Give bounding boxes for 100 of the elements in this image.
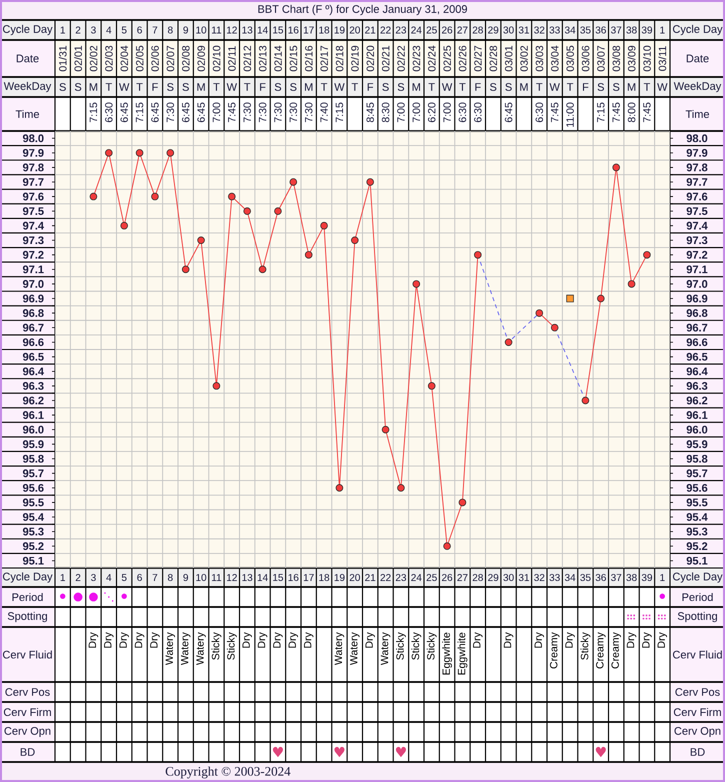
text: Dry [365, 632, 375, 648]
text: ♥ [396, 746, 406, 758]
x-tick-label: 6 [137, 26, 142, 34]
x-tick-label: 13 [242, 574, 252, 582]
x-tick-label: 18 [319, 574, 330, 582]
text: 6:30 [105, 102, 113, 122]
text: S [613, 83, 620, 91]
text: W [442, 83, 452, 91]
x-tick-label: 25 [426, 26, 437, 34]
x-tick-label: 20 [350, 26, 360, 34]
text: T [213, 83, 220, 91]
text: Dry [642, 632, 652, 648]
x-tick-label: 8 [168, 26, 173, 34]
text: 02/09 [197, 46, 205, 72]
text: Sticky [396, 632, 406, 660]
text: Dry [658, 632, 668, 648]
text: Dry [626, 632, 636, 648]
text: S [274, 83, 282, 91]
y-tick-label: 95.7 [22, 469, 44, 478]
text: Watery [334, 632, 344, 666]
text: 6:20 [428, 102, 436, 122]
text: Watery [350, 632, 360, 666]
text: 7:45 [643, 102, 651, 122]
x-tick-label: 19 [334, 574, 345, 582]
y-tick-label: Time [686, 110, 710, 118]
x-tick-label: 29 [488, 574, 498, 582]
text: T [428, 83, 435, 91]
text: 02/08 [182, 46, 190, 72]
text: Watery [180, 632, 190, 666]
text: 6:30 [474, 102, 482, 122]
text: 7:40 [320, 102, 328, 122]
x-tick-label: 33 [550, 26, 560, 34]
x-tick-label: 11 [212, 574, 222, 581]
text: 02/10 [212, 46, 220, 72]
x-tick-label: 34 [564, 574, 576, 582]
y-tick-label: 97.0 [22, 280, 44, 288]
y2-tick-label: Cerv Fluid [3, 650, 52, 659]
text: 7:30 [274, 102, 282, 122]
text: 02/24 [428, 46, 436, 72]
text: W [119, 83, 130, 91]
x-tick-label: 1 [660, 26, 665, 34]
text: S [598, 83, 604, 91]
text: 02/22 [397, 46, 405, 72]
x-tick-label: 2 [76, 574, 80, 581]
y-tick-label: 96.3 [22, 382, 44, 390]
y-tick-label: WeekDay [674, 82, 722, 92]
text: S [182, 83, 189, 91]
text: 03/07 [596, 46, 605, 72]
y-tick-label: 95.5 [22, 498, 44, 506]
text: S [60, 83, 66, 91]
y-tick-label: 96.0 [22, 426, 44, 434]
x-tick-label: 32 [534, 26, 544, 34]
x-tick-label: 35 [580, 574, 591, 582]
y-tick-label: 95.3 [22, 528, 44, 536]
text: M [412, 83, 420, 91]
x-tick-label: 24 [411, 574, 422, 581]
x-tick-label: 4 [106, 574, 112, 581]
text: Dry [104, 632, 114, 648]
text: Eggwhite [458, 632, 468, 675]
x-tick-label: 22 [380, 574, 391, 581]
text: 7:45 [551, 102, 558, 122]
text: 02/06 [151, 46, 159, 72]
x-tick-label: 3 [91, 574, 96, 582]
text: 11:00 [566, 102, 574, 127]
y-tick-label: 96.1 [22, 411, 44, 419]
text: ● [74, 592, 82, 602]
text: ⚫ [660, 594, 665, 599]
y-tick-label: 97.3 [22, 236, 44, 244]
text: Dry [258, 632, 268, 648]
text: T [566, 83, 574, 91]
text: Creamy [611, 632, 621, 668]
text: 02/13 [258, 46, 266, 72]
text: F [475, 83, 481, 91]
x-tick-label: 14 [258, 26, 268, 34]
text: Creamy [550, 632, 560, 668]
y-tick-label: Spotting [678, 612, 717, 622]
text: T [106, 83, 112, 91]
x-tick-label: 36 [596, 574, 606, 582]
y-tick-label: 97.5 [22, 207, 44, 216]
text: Dry [534, 632, 544, 648]
text: 7:15 [597, 102, 604, 122]
x-tick-label: 39 [642, 574, 652, 582]
text: ⠿ [658, 614, 666, 620]
x-tick-label: 17 [304, 574, 314, 581]
text: M [305, 83, 312, 91]
text: 03/11 [658, 46, 666, 71]
text: 7:45 [612, 102, 620, 122]
text: 02/16 [304, 46, 313, 72]
text: 03/05 [566, 46, 574, 72]
y-tick-label: 96.8 [22, 309, 44, 317]
y-tick-label: Cerv Firm [674, 708, 721, 716]
text: Sticky [411, 632, 422, 660]
text: 7:15 [136, 102, 144, 122]
x-tick-label: 11 [212, 26, 222, 34]
text: ⋱ [104, 592, 114, 602]
text: Dry [88, 632, 98, 648]
text: 03/10 [643, 46, 651, 72]
y-tick-label: 97.1 [22, 265, 44, 274]
x-tick-label: 36 [596, 26, 606, 34]
text: 02/19 [350, 46, 359, 72]
